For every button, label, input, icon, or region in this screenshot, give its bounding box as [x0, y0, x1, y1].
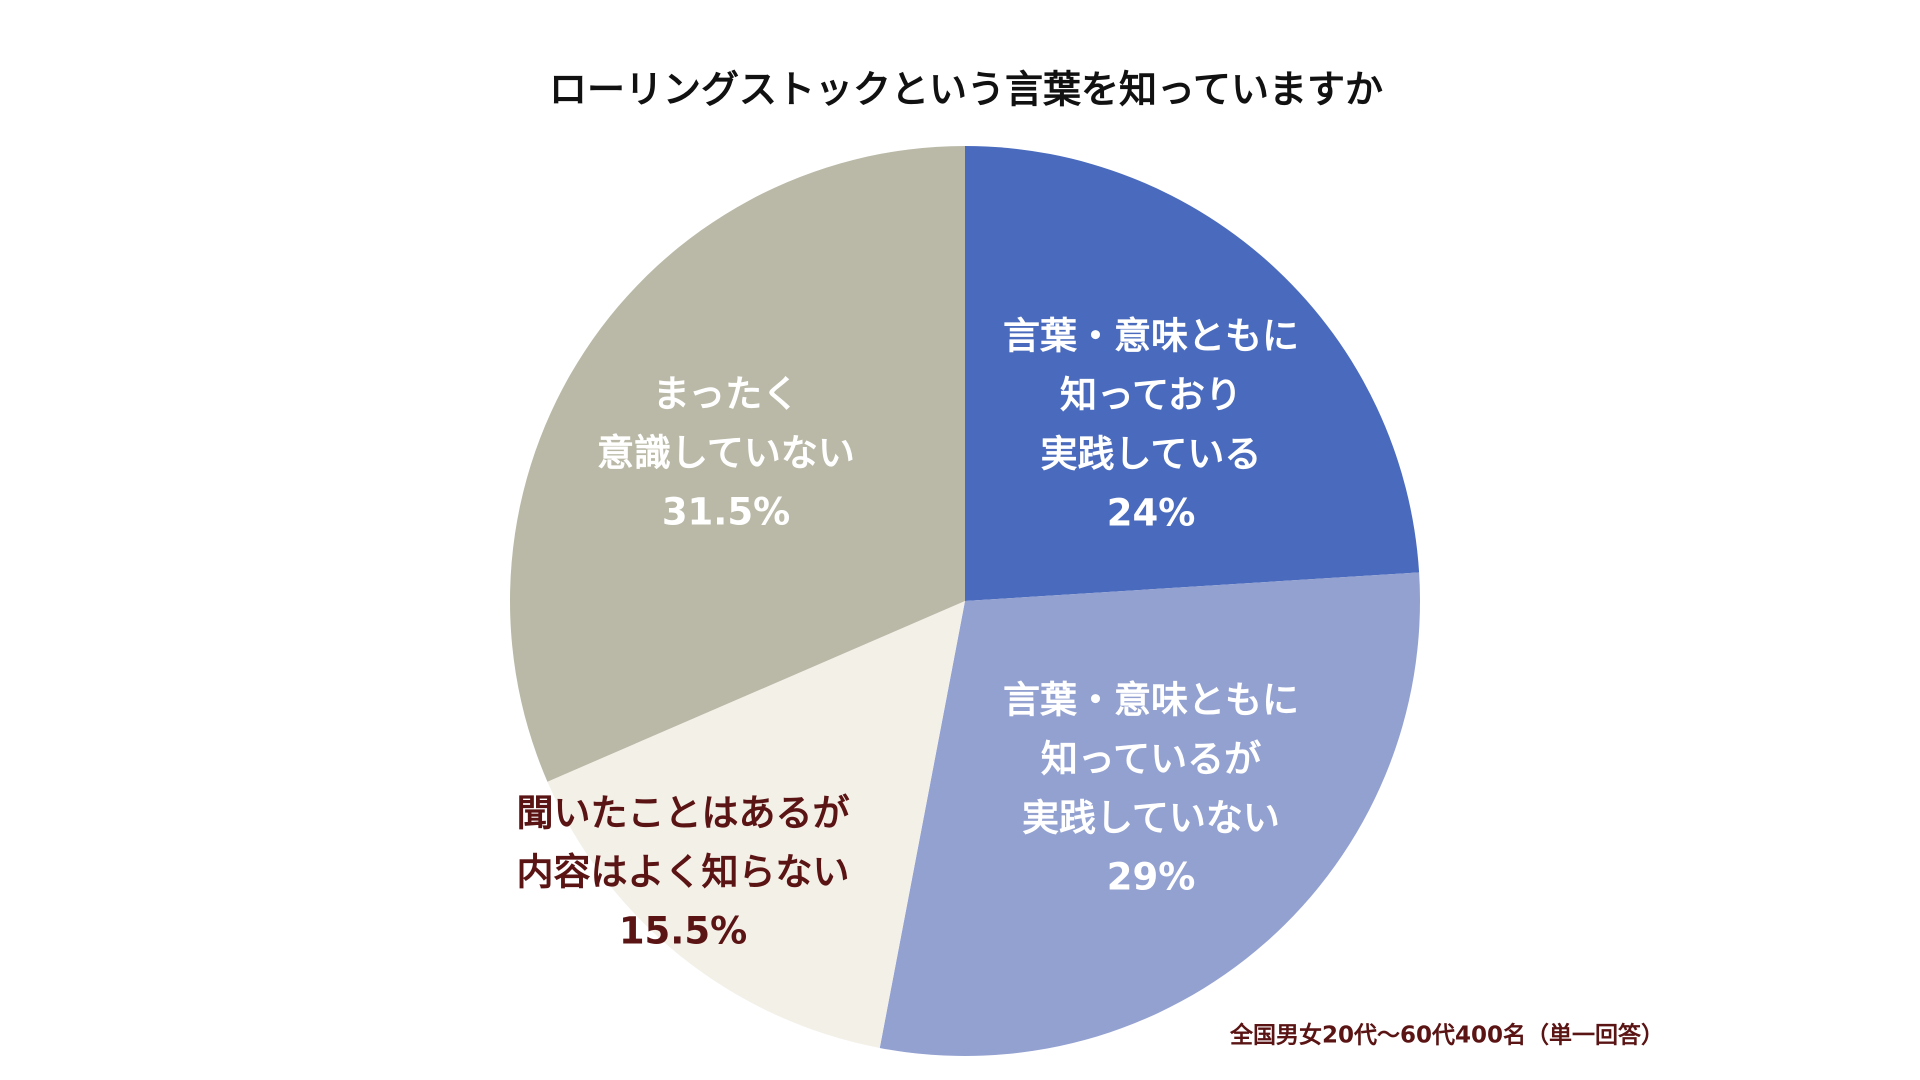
slice-label: 聞いたことはあるが: [517, 792, 850, 835]
slice-label: 言葉・意味ともに: [1003, 679, 1299, 722]
chart-title: ローリングストックという言葉を知っていますか: [549, 68, 1383, 112]
value-label: 15.5%: [619, 910, 747, 953]
value-label: 29%: [1107, 856, 1196, 899]
value-label: 31.5%: [662, 491, 790, 534]
slice-label: 知っているが: [1041, 738, 1261, 781]
slice-label: 内容はよく知らない: [517, 851, 850, 894]
slice-label: 実践している: [1041, 433, 1262, 476]
slice-label: 意識していない: [597, 432, 855, 475]
slice-label: 言葉・意味ともに: [1003, 315, 1299, 358]
note: 全国男女20代〜60代400名（単一回答）: [1229, 1022, 1664, 1049]
slice-label: 実践していない: [1022, 797, 1280, 840]
pie-slice: [547, 601, 965, 1048]
pie-slice: [965, 146, 1420, 601]
pie-slice: [879, 572, 1420, 1056]
value-label: 24%: [1107, 492, 1196, 535]
slice-label: 知っており: [1060, 374, 1242, 417]
slice-label: まったく: [653, 373, 800, 416]
pie-slice: [509, 146, 965, 782]
